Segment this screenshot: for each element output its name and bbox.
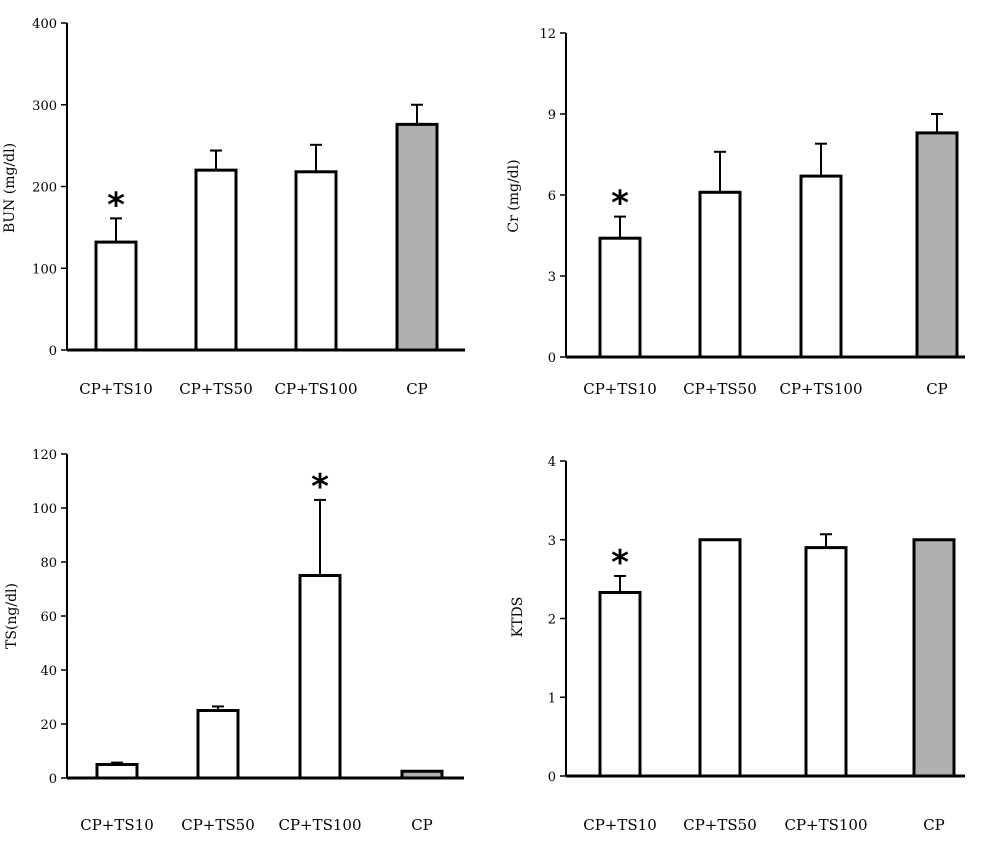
y-tick-label: 80 — [40, 556, 57, 571]
y-axis-title: BUN (mg/dl) — [2, 143, 18, 233]
y-tick-label: 0 — [49, 772, 57, 787]
x-tick-label: CP+TS100 — [779, 380, 862, 398]
y-tick-label: 200 — [32, 181, 57, 196]
x-tick-label: CP+TS100 — [784, 816, 867, 834]
bar-cp-ts50 — [698, 538, 742, 778]
y-tick-label: 0 — [548, 770, 556, 785]
x-tick-label: CP — [926, 380, 948, 398]
x-tick-label: CP+TS10 — [79, 380, 153, 398]
significance-star: * — [107, 185, 125, 225]
y-tick-label: 0 — [49, 344, 57, 359]
x-tick-label: CP — [406, 380, 428, 398]
bar-cp — [395, 122, 439, 352]
bar-cp-ts50 — [194, 168, 238, 352]
y-tick-label: 20 — [40, 718, 57, 733]
y-tick-label: 100 — [32, 262, 57, 277]
y-axis-title: KTDS — [510, 597, 526, 638]
y-tick-label: 9 — [548, 108, 556, 123]
bar-cp — [915, 131, 959, 359]
x-tick-label: CP — [411, 816, 433, 834]
y-tick-label: 4 — [548, 455, 556, 470]
chart-panel-4: KTDS 0 1 2 3 4 * CP+TS10 CP+TS50 CP+TS100 CP — [510, 455, 965, 834]
bar-cp-ts10 — [94, 240, 138, 352]
bar-cp-ts100 — [804, 546, 848, 778]
x-tick-label: CP+TS100 — [278, 816, 361, 834]
x-tick-label: CP+TS100 — [274, 380, 357, 398]
y-tick-label: 3 — [548, 534, 556, 549]
bar-cp — [400, 769, 444, 780]
y-tick-label: 6 — [548, 189, 556, 204]
y-axis-title: TS(ng/dl) — [4, 583, 20, 649]
bar-cp-ts10 — [95, 763, 139, 780]
bar-cp-ts10 — [598, 236, 642, 359]
y-tick-label: 12 — [539, 27, 556, 42]
x-tick-label: CP+TS50 — [179, 380, 253, 398]
y-tick-label: 120 — [32, 448, 57, 463]
y-tick-label: 1 — [548, 691, 556, 706]
bar-cp-ts100 — [294, 170, 338, 352]
x-tick-label: CP+TS50 — [181, 816, 255, 834]
significance-star: * — [311, 467, 329, 507]
y-tick-label: 0 — [548, 351, 556, 366]
chart-panel-2: Cr (mg/dl) 0 3 6 9 12 * CP+TS10 CP+TS50 CP+TS100 C… — [506, 27, 965, 398]
y-tick-label: 400 — [32, 17, 57, 32]
x-tick-label: CP — [923, 816, 945, 834]
bar-cp-ts10 — [598, 591, 642, 778]
bar-cp-ts100 — [298, 574, 342, 780]
y-tick-label: 100 — [32, 502, 57, 517]
significance-star: * — [611, 184, 629, 224]
x-tick-label: CP+TS10 — [80, 816, 154, 834]
y-tick-label: 60 — [40, 610, 57, 625]
y-axis-title: Cr (mg/dl) — [506, 159, 522, 232]
y-tick-label: 300 — [32, 99, 57, 114]
significance-star: * — [611, 543, 629, 583]
y-tick-label: 3 — [548, 270, 556, 285]
chart-panel-1: BUN (mg/dl) 0 100 200 300 400 * CP+TS10 CP+TS50 C… — [2, 17, 465, 398]
x-tick-label: CP+TS10 — [583, 816, 657, 834]
x-tick-label: CP+TS10 — [583, 380, 657, 398]
bar-cp-ts50 — [698, 190, 742, 359]
bar-cp-ts50 — [196, 709, 240, 780]
y-tick-label: 2 — [548, 613, 556, 628]
bar-cp — [912, 538, 956, 778]
bar-cp-ts100 — [799, 174, 843, 359]
x-tick-label: CP+TS50 — [683, 380, 757, 398]
chart-panel-3: TS(ng/dl) 0 20 40 60 80 100 120 CP+TS10 CP+TS50 * C… — [4, 448, 464, 834]
y-tick-label: 40 — [40, 664, 57, 679]
x-tick-label: CP+TS50 — [683, 816, 757, 834]
